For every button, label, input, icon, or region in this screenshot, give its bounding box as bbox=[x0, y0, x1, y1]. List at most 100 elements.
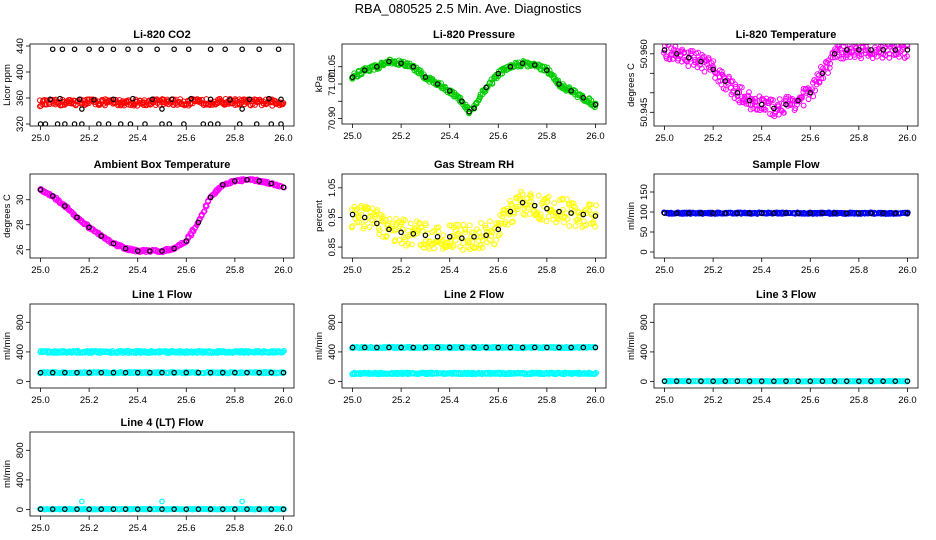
data-point bbox=[71, 46, 78, 53]
chart-panel: Li-820 CO2 25.0 25.2 25.4 25.6 25.8 26.0 320 360… bbox=[2, 29, 295, 144]
data-point bbox=[534, 209, 541, 216]
data-point bbox=[410, 344, 417, 351]
data-point bbox=[355, 212, 362, 219]
data-point bbox=[383, 234, 389, 240]
x-tick-label: 25.8 bbox=[226, 133, 245, 144]
data-point bbox=[431, 245, 438, 252]
data-point bbox=[110, 369, 117, 376]
chart-panel: Gas Stream RH 25.0 25.2 25.4 25.6 25.8 26.0 0.8… bbox=[314, 159, 607, 276]
data-point bbox=[710, 58, 717, 65]
x-tick-label: 25.0 bbox=[31, 133, 50, 144]
data-point bbox=[710, 66, 716, 73]
data-point bbox=[480, 233, 487, 240]
data-point bbox=[873, 44, 877, 45]
data-point bbox=[253, 178, 260, 185]
x-tick-label: 25.8 bbox=[538, 395, 557, 406]
data-point bbox=[495, 232, 502, 239]
data-point bbox=[253, 121, 260, 126]
data-point bbox=[507, 344, 514, 351]
data-point bbox=[482, 222, 489, 229]
x-tick-label: 25.0 bbox=[343, 395, 362, 406]
data-point bbox=[483, 232, 489, 239]
y-tick-label: 360 bbox=[15, 90, 26, 106]
data-point bbox=[280, 184, 287, 191]
data-point bbox=[361, 344, 368, 351]
data-point bbox=[239, 498, 245, 505]
x-tick-label: 26.0 bbox=[898, 395, 917, 406]
data-point bbox=[806, 87, 813, 93]
data-point bbox=[838, 49, 845, 56]
data-point bbox=[722, 210, 729, 217]
y-tick-label: 71.05 bbox=[327, 55, 338, 79]
data-point bbox=[62, 369, 68, 376]
data-point bbox=[444, 242, 450, 249]
data-point bbox=[149, 96, 156, 103]
data-point bbox=[479, 244, 486, 251]
data-point bbox=[62, 121, 68, 126]
y-axis-label: percent bbox=[314, 200, 325, 232]
data-point bbox=[746, 210, 753, 217]
data-point bbox=[892, 210, 899, 217]
data-point bbox=[477, 234, 484, 241]
data-point bbox=[843, 210, 850, 217]
data-point bbox=[200, 121, 207, 126]
data-point bbox=[827, 54, 834, 61]
y-tick-label: 0 bbox=[15, 507, 26, 512]
x-tick-label: 26.0 bbox=[586, 395, 605, 406]
x-tick-label: 25.6 bbox=[801, 395, 820, 406]
data-point bbox=[376, 231, 383, 238]
data-point bbox=[207, 194, 214, 201]
data-point bbox=[710, 378, 716, 384]
x-tick-label: 25.0 bbox=[655, 133, 674, 144]
x-tick-label: 25.0 bbox=[655, 265, 674, 276]
data-point bbox=[266, 95, 272, 102]
y-tick-label: 400 bbox=[327, 344, 338, 360]
data-point bbox=[834, 44, 841, 48]
data-point bbox=[134, 248, 141, 254]
plot-frame bbox=[29, 303, 295, 389]
data-point bbox=[752, 99, 759, 105]
x-tick-label: 26.0 bbox=[586, 131, 605, 142]
data-point bbox=[758, 101, 765, 108]
data-point bbox=[207, 46, 214, 53]
data-point bbox=[572, 223, 579, 229]
data-point bbox=[380, 233, 386, 240]
data-point bbox=[544, 205, 550, 212]
data-point bbox=[800, 102, 807, 109]
data-point bbox=[878, 44, 884, 46]
x-tick-label: 25.6 bbox=[489, 395, 508, 406]
data-point bbox=[813, 378, 820, 385]
data-point bbox=[227, 97, 233, 103]
data-point bbox=[459, 344, 465, 351]
data-point bbox=[59, 46, 66, 53]
data-point bbox=[369, 217, 376, 224]
data-point bbox=[686, 210, 692, 217]
data-point bbox=[462, 229, 469, 236]
data-point bbox=[98, 506, 105, 512]
x-tick-label: 25.0 bbox=[343, 265, 362, 276]
data-point bbox=[758, 378, 765, 384]
x-tick-label: 25.8 bbox=[538, 265, 557, 276]
data-point bbox=[841, 44, 847, 46]
data-point bbox=[840, 44, 847, 50]
data-point bbox=[244, 176, 250, 183]
data-point bbox=[482, 225, 489, 231]
data-point bbox=[568, 210, 574, 216]
data-point bbox=[268, 121, 275, 126]
data-point bbox=[476, 229, 482, 236]
data-point bbox=[904, 378, 911, 384]
data-point bbox=[110, 46, 117, 53]
data-point bbox=[437, 240, 444, 247]
plot-area bbox=[349, 343, 599, 378]
data-point bbox=[686, 378, 692, 384]
data-point bbox=[239, 46, 245, 53]
data-point bbox=[483, 344, 489, 351]
data-point bbox=[96, 121, 102, 126]
data-point bbox=[537, 211, 544, 218]
data-point bbox=[556, 208, 562, 215]
data-point bbox=[54, 121, 61, 126]
data-point bbox=[771, 105, 777, 112]
plot-area bbox=[348, 188, 600, 253]
data-point bbox=[545, 213, 552, 220]
data-point bbox=[364, 204, 371, 211]
